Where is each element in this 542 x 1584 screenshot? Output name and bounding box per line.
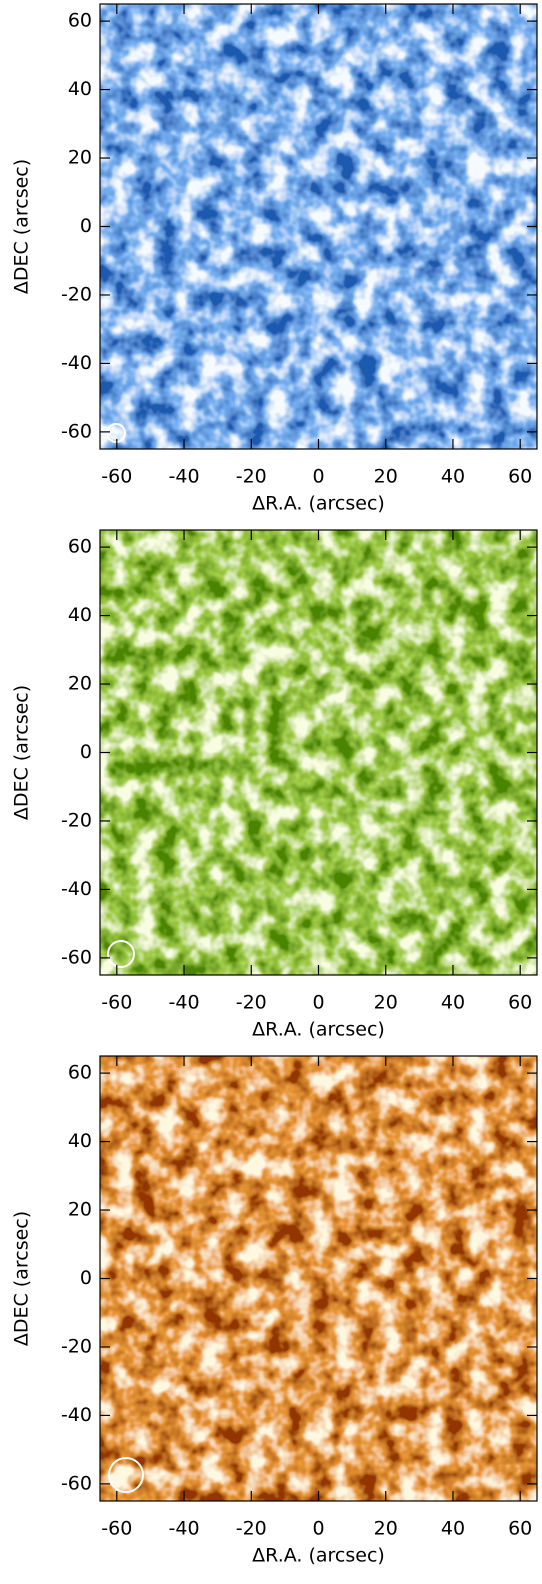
x-tick-label: -20 [236,466,267,488]
x-tick-label: 40 [441,992,465,1014]
image-map [100,4,537,449]
beam [106,423,126,443]
y-tick-label: 0 [80,1267,92,1289]
y-tick-label: 60 [68,10,92,32]
image-map [100,530,537,975]
y-tick-label: -20 [61,1335,92,1357]
y-tick-label: -40 [61,1404,92,1426]
x-tick-label: 0 [312,466,324,488]
x-axis-label: ΔR.A. (arcsec) [252,493,385,515]
beam [107,940,135,968]
x-tick-label: 20 [374,992,398,1014]
x-tick-label: 20 [374,1518,398,1540]
y-tick-label: -40 [61,878,92,900]
y-tick-label: -60 [61,946,92,968]
x-tick-label: 0 [312,1518,324,1540]
y-axis-label: ΔDEC (arcsec) [11,685,33,820]
y-tick-label: 0 [80,741,92,763]
x-tick-label: -20 [236,992,267,1014]
x-tick-label: -40 [169,992,200,1014]
y-tick-label: 40 [68,604,92,626]
y-tick-label: 40 [68,1130,92,1152]
x-tick-label: 60 [508,466,532,488]
x-tick-label: 20 [374,466,398,488]
x-tick-label: -40 [169,1518,200,1540]
y-axis-label: ΔDEC (arcsec) [11,1211,33,1346]
y-axis-label: ΔDEC (arcsec) [11,159,33,294]
image-map [100,1056,537,1501]
x-tick-label: 60 [508,992,532,1014]
x-tick-label: 40 [441,466,465,488]
x-tick-label: -40 [169,466,200,488]
x-tick-label: 40 [441,1518,465,1540]
y-tick-label: 20 [68,147,92,169]
y-tick-label: -60 [61,1472,92,1494]
y-tick-label: -20 [61,283,92,305]
x-tick-label: -60 [101,1518,132,1540]
y-tick-label: 60 [68,536,92,558]
y-tick-label: -40 [61,352,92,374]
y-tick-label: 20 [68,673,92,695]
y-tick-label: 60 [68,1062,92,1084]
x-tick-label: -60 [101,992,132,1014]
x-axis-label: ΔR.A. (arcsec) [252,1019,385,1041]
y-tick-label: 20 [68,1199,92,1221]
x-tick-label: -20 [236,1518,267,1540]
y-tick-label: -60 [61,420,92,442]
x-tick-label: 0 [312,992,324,1014]
x-tick-label: 60 [508,1518,532,1540]
x-tick-label: -60 [101,466,132,488]
y-tick-label: -20 [61,809,92,831]
beam [108,1457,144,1493]
y-tick-label: 40 [68,78,92,100]
y-tick-label: 0 [80,215,92,237]
x-axis-label: ΔR.A. (arcsec) [252,1545,385,1567]
